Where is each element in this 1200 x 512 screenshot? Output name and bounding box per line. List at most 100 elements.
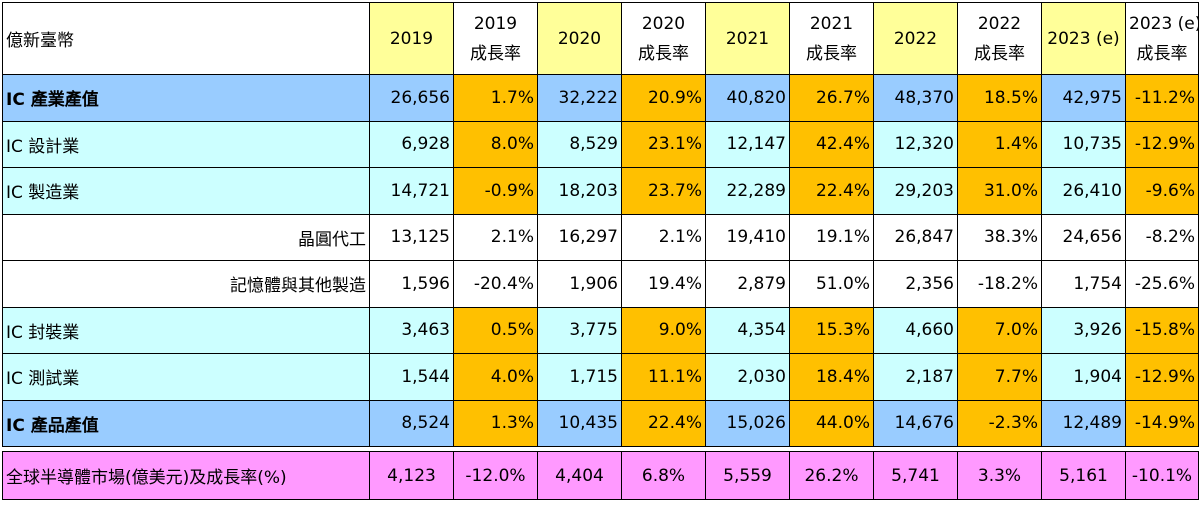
growth-cell: 9.0%: [621, 306, 706, 354]
growth-cell: 23.1%: [621, 120, 706, 168]
value-cell: 12,147: [705, 120, 790, 168]
header-year: 2021: [809, 13, 854, 34]
growth-header: 2019 成長率: [453, 2, 538, 75]
value-cell: 4,660: [873, 306, 958, 354]
value-cell: 13,125: [369, 213, 454, 261]
global-growth-cell: -12.0%: [453, 451, 538, 500]
global-market-row: 全球半導體市場(億美元)及成長率(%) 4,123 -12.0% 4,404 6.8% 5…: [2, 451, 1199, 500]
value-cell: 14,676: [873, 399, 958, 447]
growth-cell: -2.3%: [957, 399, 1042, 447]
global-row-label: 全球半導體市場(億美元)及成長率(%): [2, 451, 370, 500]
growth-cell: -0.9%: [453, 167, 538, 215]
growth-cell: -20.4%: [453, 260, 538, 308]
global-growth-cell: 26.2%: [789, 451, 874, 500]
growth-cell: 19.4%: [621, 260, 706, 308]
growth-cell: -11.2%: [1125, 74, 1199, 122]
growth-cell: 1.3%: [453, 399, 538, 447]
corner-unit-label: 億新臺幣: [2, 2, 370, 75]
global-growth-cell: -10.1%: [1125, 451, 1199, 500]
value-cell: 1,596: [369, 260, 454, 308]
growth-cell: 2.1%: [453, 213, 538, 261]
value-cell: 8,524: [369, 399, 454, 447]
header-year: 2021: [725, 28, 770, 49]
growth-cell: 11.1%: [621, 353, 706, 401]
growth-cell: -25.6%: [1125, 260, 1199, 308]
header-year: 2019: [389, 28, 434, 49]
value-cell: 22,289: [705, 167, 790, 215]
value-cell: 2,879: [705, 260, 790, 308]
growth-cell: 1.4%: [957, 120, 1042, 168]
year-header: 2023 (e): [1041, 2, 1126, 75]
header-row: 億新臺幣 2019 2019 成長率 2020 2020 成長率 2021 2021 成長率 20…: [2, 2, 1199, 75]
table-row: IC 封裝業 3,463 0.5% 3,775 9.0% 4,354 15.3% 4,660 7…: [2, 306, 1199, 354]
value-cell: 1,754: [1041, 260, 1126, 308]
row-label: 記憶體與其他製造: [2, 260, 370, 308]
header-sub: 成長率: [638, 43, 689, 64]
growth-cell: 22.4%: [789, 167, 874, 215]
growth-cell: 42.4%: [789, 120, 874, 168]
growth-cell: 51.0%: [789, 260, 874, 308]
year-header: 2021: [705, 2, 790, 75]
value-cell: 1,715: [537, 353, 622, 401]
table-row: 記憶體與其他製造 1,596 -20.4% 1,906 19.4% 2,879 51.0% 2…: [2, 260, 1199, 308]
growth-cell: 8.0%: [453, 120, 538, 168]
growth-cell: 31.0%: [957, 167, 1042, 215]
growth-cell: 0.5%: [453, 306, 538, 354]
row-label: 晶圓代工: [2, 213, 370, 261]
header-sub: 成長率: [1136, 43, 1188, 64]
growth-cell: 44.0%: [789, 399, 874, 447]
growth-cell: -12.9%: [1125, 353, 1199, 401]
value-cell: 8,529: [537, 120, 622, 168]
value-cell: 14,721: [369, 167, 454, 215]
value-cell: 26,410: [1041, 167, 1126, 215]
header-year: 2022: [977, 13, 1022, 34]
growth-cell: 19.1%: [789, 213, 874, 261]
growth-cell: 38.3%: [957, 213, 1042, 261]
value-cell: 3,926: [1041, 306, 1126, 354]
row-label: IC 設計業: [2, 120, 370, 168]
growth-cell: 7.7%: [957, 353, 1042, 401]
value-cell: 1,544: [369, 353, 454, 401]
value-cell: 3,463: [369, 306, 454, 354]
growth-header: 2020 成長率: [621, 2, 706, 75]
value-cell: 10,435: [537, 399, 622, 447]
growth-cell: 4.0%: [453, 353, 538, 401]
growth-cell: -9.6%: [1125, 167, 1199, 215]
value-cell: 3,775: [537, 306, 622, 354]
growth-cell: 1.7%: [453, 74, 538, 122]
growth-cell: -12.9%: [1125, 120, 1199, 168]
growth-cell: 20.9%: [621, 74, 706, 122]
value-cell: 2,187: [873, 353, 958, 401]
growth-cell: -15.8%: [1125, 306, 1199, 354]
value-cell: 26,656: [369, 74, 454, 122]
row-label: IC 製造業: [2, 167, 370, 215]
growth-cell: 7.0%: [957, 306, 1042, 354]
value-cell: 18,203: [537, 167, 622, 215]
global-value-cell: 5,161: [1041, 451, 1126, 500]
header-sub: 成長率: [806, 43, 857, 64]
global-value-cell: 4,404: [537, 451, 622, 500]
year-header: 2022: [873, 2, 958, 75]
growth-cell: -14.9%: [1125, 399, 1199, 447]
growth-cell: 18.5%: [957, 74, 1042, 122]
global-growth-cell: 3.3%: [957, 451, 1042, 500]
value-cell: 12,489: [1041, 399, 1126, 447]
value-cell: 1,906: [537, 260, 622, 308]
value-cell: 1,904: [1041, 353, 1126, 401]
table-row: IC 設計業 6,928 8.0% 8,529 23.1% 12,147 42.4% 12,3…: [2, 120, 1199, 168]
value-cell: 10,735: [1041, 120, 1126, 168]
growth-cell: 15.3%: [789, 306, 874, 354]
value-cell: 6,928: [369, 120, 454, 168]
growth-header: 2022 成長率: [957, 2, 1042, 75]
growth-cell: -8.2%: [1125, 213, 1199, 261]
header-year: 2019: [473, 13, 518, 34]
global-growth-cell: 6.8%: [621, 451, 706, 500]
value-cell: 2,356: [873, 260, 958, 308]
row-label: IC 產品產值: [2, 399, 370, 447]
header-year: 2023 (e): [1129, 13, 1199, 34]
year-header: 2019: [369, 2, 454, 75]
value-cell: 15,026: [705, 399, 790, 447]
growth-header: 2021 成長率: [789, 2, 874, 75]
header-sub: 成長率: [974, 43, 1025, 64]
value-cell: 2,030: [705, 353, 790, 401]
